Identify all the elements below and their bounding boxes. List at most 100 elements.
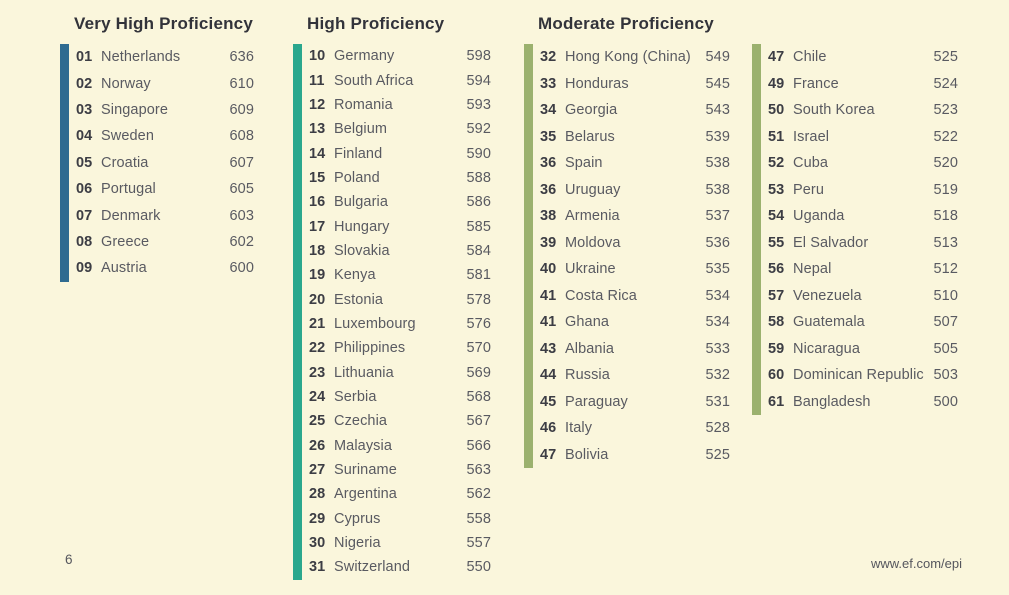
score-value: 562: [466, 486, 491, 503]
rank-number: 47: [768, 49, 785, 66]
score-value: 567: [466, 413, 491, 430]
rank-number: 06: [76, 181, 93, 198]
rank-number: 35: [540, 128, 557, 145]
ranking-row: 56 Nepal 512: [768, 256, 958, 283]
ranking-row: 38 Armenia 537: [540, 203, 730, 230]
rank-number: 27: [309, 462, 326, 479]
ranking-row: 10 Germany 598: [309, 44, 491, 68]
score-value: 505: [933, 340, 958, 357]
score-value: 524: [933, 75, 958, 92]
country-name: Sweden: [101, 128, 154, 145]
rank-number: 03: [76, 101, 93, 118]
country-name: Nigeria: [334, 535, 381, 552]
rank-number: 56: [768, 261, 785, 278]
rank-number: 26: [309, 437, 326, 454]
score-value: 566: [466, 437, 491, 454]
score-value: 584: [466, 242, 491, 259]
score-value: 609: [229, 101, 254, 118]
country-name: Argentina: [334, 486, 397, 503]
score-value: 513: [933, 234, 958, 251]
ranking-row: 59 Nicaragua 505: [768, 336, 958, 363]
ranking-row: 61 Bangladesh 500: [768, 389, 958, 416]
ranking-row: 36 Uruguay 538: [540, 177, 730, 204]
ranking-row: 22 Philippines 570: [309, 336, 491, 360]
score-value: 593: [466, 96, 491, 113]
ranking-row: 46 Italy 528: [540, 415, 730, 442]
country-name: Belgium: [334, 121, 388, 138]
page-number: 6: [65, 552, 73, 567]
rank-number: 53: [768, 181, 785, 198]
score-value: 539: [705, 128, 730, 145]
ranking-row: 53 Peru 519: [768, 177, 958, 204]
rank-number: 36: [540, 155, 557, 172]
rank-number: 02: [76, 75, 93, 92]
rank-number: 24: [309, 388, 326, 405]
country-name: Bangladesh: [793, 393, 871, 410]
rank-number: 14: [309, 145, 326, 162]
score-value: 545: [705, 75, 730, 92]
country-name: Denmark: [101, 207, 161, 224]
country-name: Kenya: [334, 267, 376, 284]
ranking-row: 09 Austria 600: [76, 255, 254, 281]
country-name: Czechia: [334, 413, 388, 430]
ranking-row: 11 South Africa 594: [309, 68, 491, 92]
rank-number: 41: [540, 287, 557, 304]
score-value: 558: [466, 510, 491, 527]
ranking-row: 21 Luxembourg 576: [309, 312, 491, 336]
score-value: 576: [466, 315, 491, 332]
ranking-row: 39 Moldova 536: [540, 230, 730, 257]
score-value: 563: [466, 462, 491, 479]
ranking-row: 57 Venezuela 510: [768, 283, 958, 310]
ranking-row: 52 Cuba 520: [768, 150, 958, 177]
score-value: 538: [705, 155, 730, 172]
ranking-row: 27 Suriname 563: [309, 458, 491, 482]
rank-number: 09: [76, 260, 93, 277]
country-name: Luxembourg: [334, 315, 416, 332]
score-value: 605: [229, 181, 254, 198]
country-name: Cyprus: [334, 510, 381, 527]
rank-number: 32: [540, 49, 557, 66]
column-moderate-proficiency: Moderate Proficiency 32 Hong Kong (China)…: [524, 14, 730, 468]
country-name: Dominican Republic: [793, 367, 924, 384]
ranking-row: 19 Kenya 581: [309, 263, 491, 287]
group-title: [766, 14, 958, 34]
ranking-list: 47 Chile 525 49 France 524 50 South Korea 523 51 I…: [752, 44, 958, 415]
ranking-row: 25 Czechia 567: [309, 409, 491, 433]
score-value: 569: [466, 364, 491, 381]
country-name: Honduras: [565, 75, 629, 92]
ranking-row: 41 Costa Rica 534: [540, 283, 730, 310]
rank-number: 17: [309, 218, 326, 235]
ranking-row: 50 South Korea 523: [768, 97, 958, 124]
score-value: 520: [933, 155, 958, 172]
ranking-row: 35 Belarus 539: [540, 124, 730, 151]
score-value: 568: [466, 388, 491, 405]
ranking-row: 31 Switzerland 550: [309, 555, 491, 579]
country-name: Peru: [793, 181, 825, 198]
ranking-row: 29 Cyprus 558: [309, 507, 491, 531]
country-name: Venezuela: [793, 287, 862, 304]
rank-number: 49: [768, 75, 785, 92]
country-name: Slovakia: [334, 242, 390, 259]
ranking-row: 24 Serbia 568: [309, 385, 491, 409]
column-very-high-proficiency: Very High Proficiency 01 Netherlands 636 02…: [60, 14, 254, 282]
country-name: Netherlands: [101, 49, 181, 66]
ranking-row: 51 Israel 522: [768, 124, 958, 151]
country-name: Georgia: [565, 102, 618, 119]
score-value: 519: [933, 181, 958, 198]
rank-number: 28: [309, 486, 326, 503]
ranking-row: 18 Slovakia 584: [309, 239, 491, 263]
rank-number: 10: [309, 48, 326, 65]
country-name: Norway: [101, 75, 151, 92]
ranking-row: 47 Bolivia 525: [540, 442, 730, 469]
rank-number: 39: [540, 234, 557, 251]
country-name: Chile: [793, 49, 827, 66]
website-url: www.ef.com/epi: [870, 556, 962, 571]
score-value: 603: [229, 207, 254, 224]
country-name: Israel: [793, 128, 830, 145]
country-name: Bulgaria: [334, 194, 388, 211]
rank-number: 19: [309, 267, 326, 284]
score-value: 594: [466, 72, 491, 89]
rank-number: 21: [309, 315, 326, 332]
country-name: Ghana: [565, 314, 610, 331]
score-value: 523: [933, 102, 958, 119]
